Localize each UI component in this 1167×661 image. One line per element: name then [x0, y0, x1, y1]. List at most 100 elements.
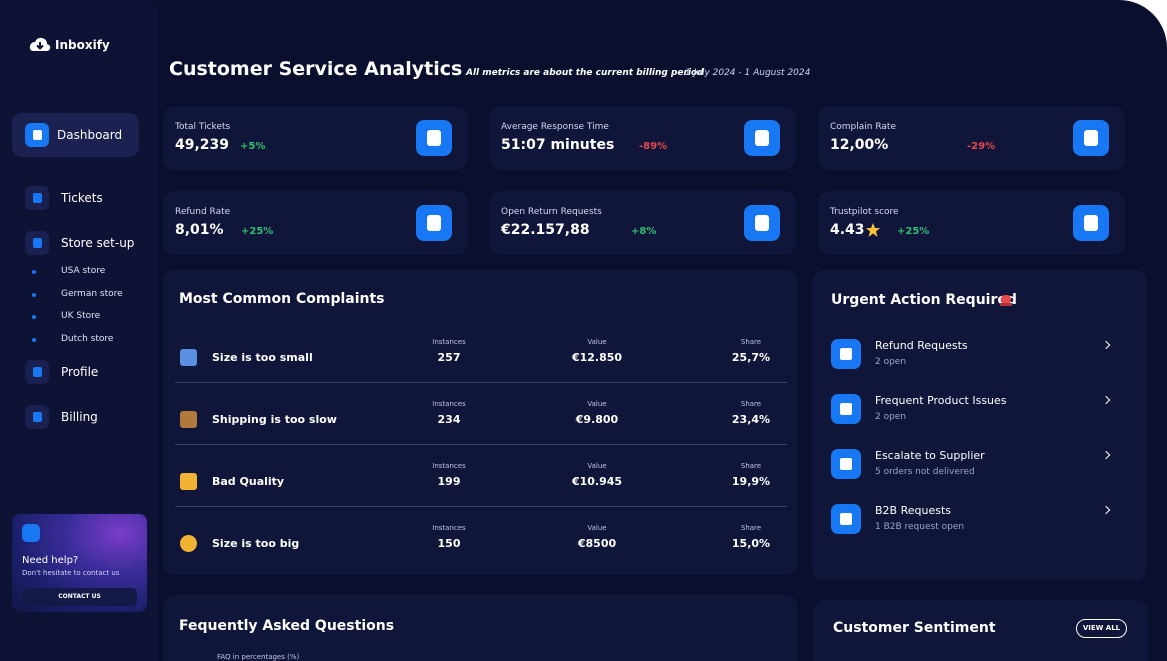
- urgent-icon: [831, 504, 861, 534]
- urgent-icon-glyph: [840, 458, 852, 470]
- kpi-change: +25%: [897, 226, 930, 237]
- complaint-instances: 234: [437, 413, 461, 426]
- complaint-label: Shipping is too slow: [212, 413, 337, 426]
- kpi-icon-glyph: [755, 215, 769, 231]
- kpi-icon: [1073, 120, 1109, 156]
- brand-name: Inboxify: [55, 38, 110, 52]
- kpi-value: 4.43: [830, 222, 865, 238]
- nav-sub-dot: [32, 315, 36, 320]
- help-text: Don't hesitate to contact us: [22, 569, 120, 577]
- sentiment-card: [813, 600, 1148, 661]
- nav-label[interactable]: Profile: [61, 365, 99, 379]
- faq-subtitle: FAQ in percentages (%): [217, 653, 300, 661]
- column-label: Instances: [432, 338, 466, 346]
- nav-icon: [25, 360, 49, 384]
- nav-icon-glyph: [33, 193, 42, 203]
- column-label: Value: [587, 400, 607, 408]
- header-note: All metrics are about the current billin…: [466, 68, 704, 78]
- urgent-icon-glyph: [840, 513, 852, 525]
- nav-label[interactable]: Dashboard: [57, 128, 123, 142]
- nav-label[interactable]: Billing: [61, 410, 98, 424]
- kpi-icon: [416, 120, 452, 156]
- nav-icon-glyph: [33, 367, 42, 377]
- kpi-change: -89%: [639, 141, 668, 152]
- urgent-item-title[interactable]: Refund Requests: [875, 339, 968, 352]
- nav-icon: [25, 186, 49, 210]
- urgent-item-title[interactable]: B2B Requests: [875, 504, 952, 517]
- kpi-icon-glyph: [1084, 130, 1098, 146]
- help-button[interactable]: CONTACT US: [22, 588, 137, 606]
- nav-sub-label[interactable]: German store: [61, 288, 123, 299]
- sentiment-title: Customer Sentiment: [833, 620, 996, 636]
- urgent-card: [812, 270, 1147, 580]
- urgent-icon: [831, 449, 861, 479]
- faq-title: Fequently Asked Questions: [179, 618, 395, 634]
- column-label: Value: [587, 338, 607, 346]
- help-card: Need help? Don't hesitate to contact us …: [12, 514, 147, 612]
- nav-sub-label[interactable]: UK Store: [61, 311, 101, 322]
- urgent-icon: [831, 394, 861, 424]
- nav-icon: [25, 123, 49, 147]
- kpi-change: +8%: [631, 226, 657, 237]
- complaint-value: €12.850: [571, 351, 623, 364]
- page-title: Customer Service Analytics: [169, 58, 463, 80]
- faq-card: [163, 595, 798, 661]
- column-label: Instances: [432, 524, 466, 532]
- complaint-value: €10.945: [571, 475, 623, 488]
- kpi-value: 51:07 minutes: [501, 137, 615, 153]
- view-all-button[interactable]: VIEW ALL: [1076, 619, 1127, 638]
- complaint-share: 15,0%: [731, 537, 771, 550]
- row-divider: [175, 382, 787, 383]
- urgent-icon-glyph: [840, 403, 852, 415]
- nav-icon-glyph: [33, 130, 42, 140]
- urgent-item-sub: 1 B2B request open: [875, 522, 965, 532]
- nav-sub-label[interactable]: USA store: [61, 266, 106, 276]
- complaint-label: Size is too big: [212, 537, 300, 550]
- kpi-value: 8,01%: [175, 222, 224, 238]
- kpi-change: -29%: [967, 141, 996, 152]
- kpi-icon: [1073, 205, 1109, 241]
- kpi-icon: [744, 120, 780, 156]
- kpi-icon: [416, 205, 452, 241]
- kpi-label: Average Response Time: [501, 122, 609, 132]
- help-icon: [22, 524, 40, 542]
- urgent-item-sub: 5 orders not delivered: [875, 467, 975, 477]
- brand-logo: [29, 37, 51, 51]
- urgent-title: Urgent Action Required: [831, 292, 1017, 308]
- urgent-item-title[interactable]: Escalate to Supplier: [875, 449, 985, 462]
- kpi-icon: [744, 205, 780, 241]
- nav-label[interactable]: Store set-up: [61, 236, 135, 250]
- nav-icon: [25, 405, 49, 429]
- urgent-item-title[interactable]: Frequent Product Issues: [875, 394, 1007, 407]
- kpi-label: Open Return Requests: [501, 207, 602, 217]
- complaint-label: Bad Quality: [212, 475, 285, 488]
- column-label: Instances: [432, 462, 466, 470]
- kpi-icon-glyph: [427, 130, 441, 146]
- column-label: Share: [740, 462, 762, 470]
- complaint-value: €8500: [577, 537, 617, 550]
- complaint-icon: [180, 349, 197, 366]
- kpi-change: +25%: [241, 226, 274, 237]
- complaint-instances: 257: [437, 351, 461, 364]
- column-label: Instances: [432, 400, 466, 408]
- row-divider: [175, 444, 787, 445]
- row-divider: [175, 506, 787, 507]
- siren-icon: [1000, 295, 1012, 306]
- kpi-label: Trustpilot score: [830, 207, 899, 217]
- nav-sub-label[interactable]: Dutch store: [61, 334, 114, 345]
- complaints-card: [163, 270, 798, 575]
- star-icon: [866, 223, 880, 237]
- nav-sub-dot: [32, 338, 36, 343]
- urgent-icon: [831, 339, 861, 369]
- complaint-instances: 199: [437, 475, 461, 488]
- complaint-share: 25,7%: [731, 351, 771, 364]
- complaint-icon: [180, 411, 197, 428]
- complaint-share: 23,4%: [731, 413, 771, 426]
- kpi-icon-glyph: [1084, 215, 1098, 231]
- complaint-label: Size is too small: [212, 351, 313, 364]
- nav-label[interactable]: Tickets: [61, 191, 103, 205]
- column-label: Share: [740, 338, 762, 346]
- header-period: 1 July 2024 - 1 August 2024: [685, 68, 811, 78]
- nav-icon: [25, 231, 49, 255]
